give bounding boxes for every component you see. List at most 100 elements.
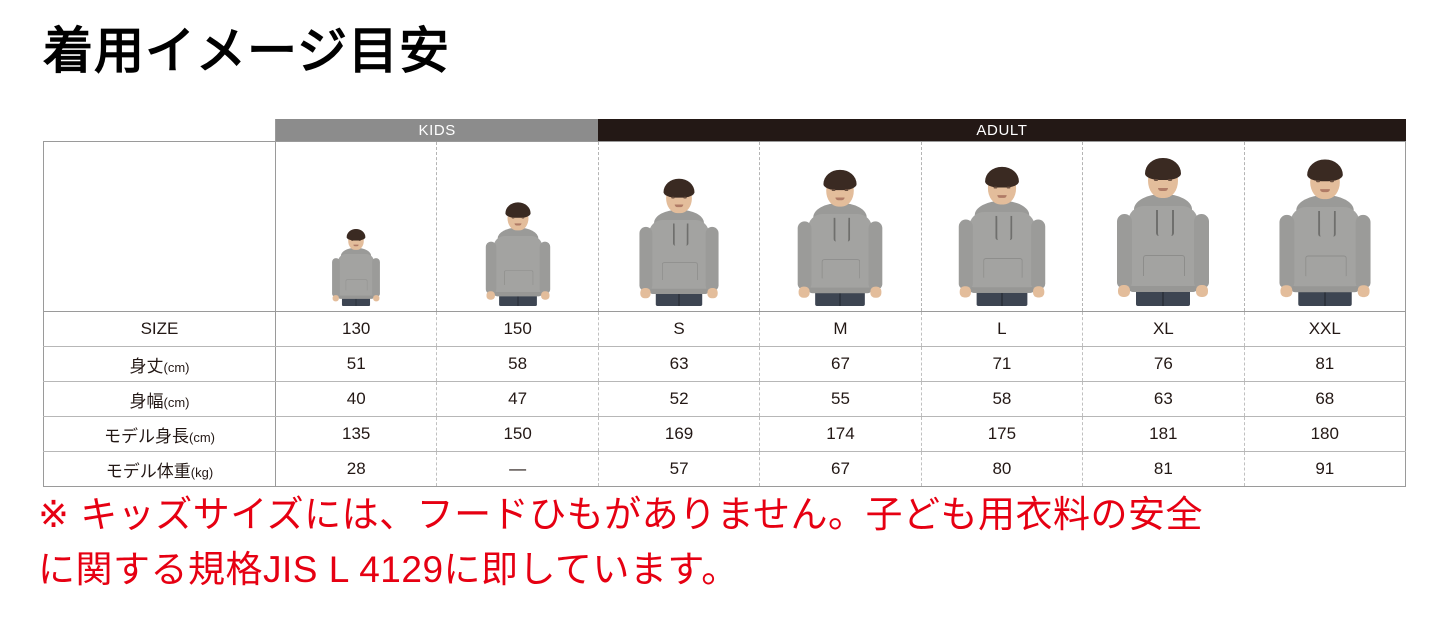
cell-size-l: L bbox=[921, 311, 1084, 347]
model-head-icon bbox=[1145, 158, 1182, 198]
row-label-model-height: モデル身長(cm) bbox=[43, 416, 276, 452]
cell-body-width-xxl: 68 bbox=[1244, 381, 1407, 417]
row-label-unit: (cm) bbox=[163, 359, 190, 375]
row-label-text: モデル体重 bbox=[105, 461, 191, 481]
hoodie-sleeve-left-icon bbox=[1117, 214, 1133, 297]
hoodie-pocket-icon bbox=[503, 270, 534, 285]
hoodie-pocket-icon bbox=[822, 259, 861, 279]
model-hand-left-icon bbox=[959, 286, 971, 298]
model-hand-left-icon bbox=[1118, 285, 1131, 297]
model-hair-icon bbox=[505, 202, 531, 218]
row-label-text: モデル身長 bbox=[104, 426, 189, 446]
model-jeans-icon bbox=[498, 294, 537, 306]
model-hair-icon bbox=[1306, 159, 1343, 182]
model-jeans-icon bbox=[1298, 290, 1352, 306]
cell-model-height-xl: 181 bbox=[1082, 416, 1245, 452]
hoodie-body-icon bbox=[798, 214, 883, 298]
hoodie-pocket-icon bbox=[1143, 255, 1186, 276]
model-eye-right-icon bbox=[845, 189, 849, 191]
model-head-icon bbox=[984, 166, 1019, 205]
row-label-unit: (cm) bbox=[163, 394, 190, 410]
row-label-text: 身幅 bbox=[129, 391, 164, 411]
cell-body-length-s: 63 bbox=[598, 346, 761, 382]
model-mouth-icon bbox=[353, 244, 359, 247]
cell-model-weight-s: 57 bbox=[598, 451, 761, 487]
model-hand-right-icon bbox=[870, 286, 882, 298]
model-head-icon bbox=[1306, 159, 1343, 200]
cell-body-width-xl: 63 bbox=[1082, 381, 1245, 417]
model-eye-left-icon bbox=[832, 189, 836, 191]
hoodie-pocket-icon bbox=[345, 279, 368, 291]
cell-model-weight-l: 80 bbox=[921, 451, 1084, 487]
table-row-model-height: モデル身長(cm) 135 150 169 174 175 181 180 bbox=[43, 416, 1407, 452]
model-figure bbox=[330, 229, 382, 306]
model-photo-xxl bbox=[1244, 141, 1407, 312]
hoodie-body-icon bbox=[639, 220, 719, 299]
cell-body-width-s: 52 bbox=[598, 381, 761, 417]
hoodie-sleeve-right-icon bbox=[1194, 214, 1210, 297]
hoodie-drawstring-icon bbox=[995, 215, 1013, 241]
cell-model-weight-130: 28 bbox=[275, 451, 438, 487]
hoodie-body-icon bbox=[1279, 207, 1371, 298]
hoodie-sleeve-right-icon bbox=[705, 226, 719, 299]
model-jeans-icon bbox=[1136, 290, 1191, 306]
model-hair-icon bbox=[663, 178, 695, 198]
hoodie-body-icon bbox=[1117, 206, 1210, 297]
cell-body-length-xl: 76 bbox=[1082, 346, 1245, 382]
cell-model-height-m: 174 bbox=[759, 416, 922, 452]
model-photo-130 bbox=[275, 141, 438, 312]
cell-body-length-m: 67 bbox=[759, 346, 922, 382]
disclaimer-note: ※ キッズサイズには、フードひもがありません。子ども用衣料の安全 に関する規格J… bbox=[38, 487, 1418, 597]
model-eye-left-icon bbox=[671, 196, 675, 199]
model-hair-icon bbox=[823, 169, 858, 191]
table-row-size: SIZE 130 150 S M L XL XXL bbox=[43, 311, 1407, 347]
cell-body-width-130: 40 bbox=[275, 381, 438, 417]
model-jeans-icon bbox=[815, 291, 866, 306]
model-mouth-icon bbox=[674, 204, 684, 208]
hoodie-pocket-icon bbox=[1304, 255, 1347, 277]
model-hair-icon bbox=[984, 166, 1019, 188]
hoodie-body-icon bbox=[485, 236, 550, 300]
cell-model-weight-m: 67 bbox=[759, 451, 922, 487]
cell-model-weight-xxl: 91 bbox=[1244, 451, 1407, 487]
cell-model-height-150: 150 bbox=[436, 416, 599, 452]
hoodie-body-icon bbox=[332, 254, 381, 302]
cell-model-height-130: 135 bbox=[275, 416, 438, 452]
model-eye-right-icon bbox=[683, 196, 687, 199]
row-label-unit: (kg) bbox=[190, 464, 214, 480]
size-table: KIDS ADULT bbox=[43, 119, 1407, 487]
table-row-body-width: 身幅(cm) 40 47 52 55 58 63 68 bbox=[43, 381, 1407, 417]
model-hair-icon bbox=[1145, 158, 1182, 180]
table-row-body-length: 身丈(cm) 51 58 63 67 71 76 81 bbox=[43, 346, 1407, 382]
model-head-icon bbox=[823, 169, 858, 207]
cell-model-height-xxl: 180 bbox=[1244, 416, 1407, 452]
model-mouth-icon bbox=[1158, 188, 1169, 191]
model-hand-left-icon bbox=[640, 287, 651, 299]
model-photo-150 bbox=[436, 141, 599, 312]
model-eye-left-icon bbox=[993, 186, 998, 189]
model-mouth-icon bbox=[514, 223, 522, 226]
hoodie-sleeve-left-icon bbox=[639, 226, 653, 299]
model-hand-right-icon bbox=[1032, 286, 1045, 298]
model-eye-right-icon bbox=[1006, 186, 1011, 189]
model-eye-right-icon bbox=[521, 217, 524, 219]
cell-body-length-xxl: 81 bbox=[1244, 346, 1407, 382]
row-label-text: 身丈 bbox=[129, 356, 164, 376]
group-header-adult: ADULT bbox=[598, 119, 1406, 142]
model-eye-right-icon bbox=[1168, 179, 1173, 181]
model-photo-s bbox=[598, 141, 761, 312]
model-figure bbox=[1275, 159, 1374, 306]
model-hand-left-icon bbox=[486, 291, 495, 300]
model-figure bbox=[955, 166, 1049, 306]
model-hand-right-icon bbox=[1196, 285, 1209, 297]
cell-model-height-l: 175 bbox=[921, 416, 1084, 452]
page-title: 着用イメージ目安 bbox=[43, 23, 450, 79]
cell-model-weight-150: — bbox=[436, 451, 599, 487]
model-figure bbox=[794, 169, 886, 306]
model-figure bbox=[1113, 158, 1213, 306]
model-jeans-icon bbox=[342, 297, 371, 306]
model-hand-left-icon bbox=[799, 286, 811, 298]
table-row-model-weight: モデル体重(kg) 28 — 57 67 80 81 91 bbox=[43, 451, 1407, 487]
disclaimer-line-1: ※ キッズサイズには、フードひもがありません。子ども用衣料の安全 bbox=[38, 494, 1204, 535]
